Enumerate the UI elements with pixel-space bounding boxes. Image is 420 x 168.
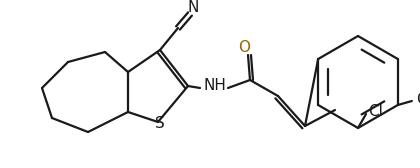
- Text: Cl: Cl: [416, 93, 420, 108]
- Text: O: O: [238, 39, 250, 54]
- Text: N: N: [187, 1, 199, 15]
- Text: S: S: [155, 116, 165, 132]
- Text: Cl: Cl: [368, 104, 383, 119]
- Text: NH: NH: [204, 78, 226, 94]
